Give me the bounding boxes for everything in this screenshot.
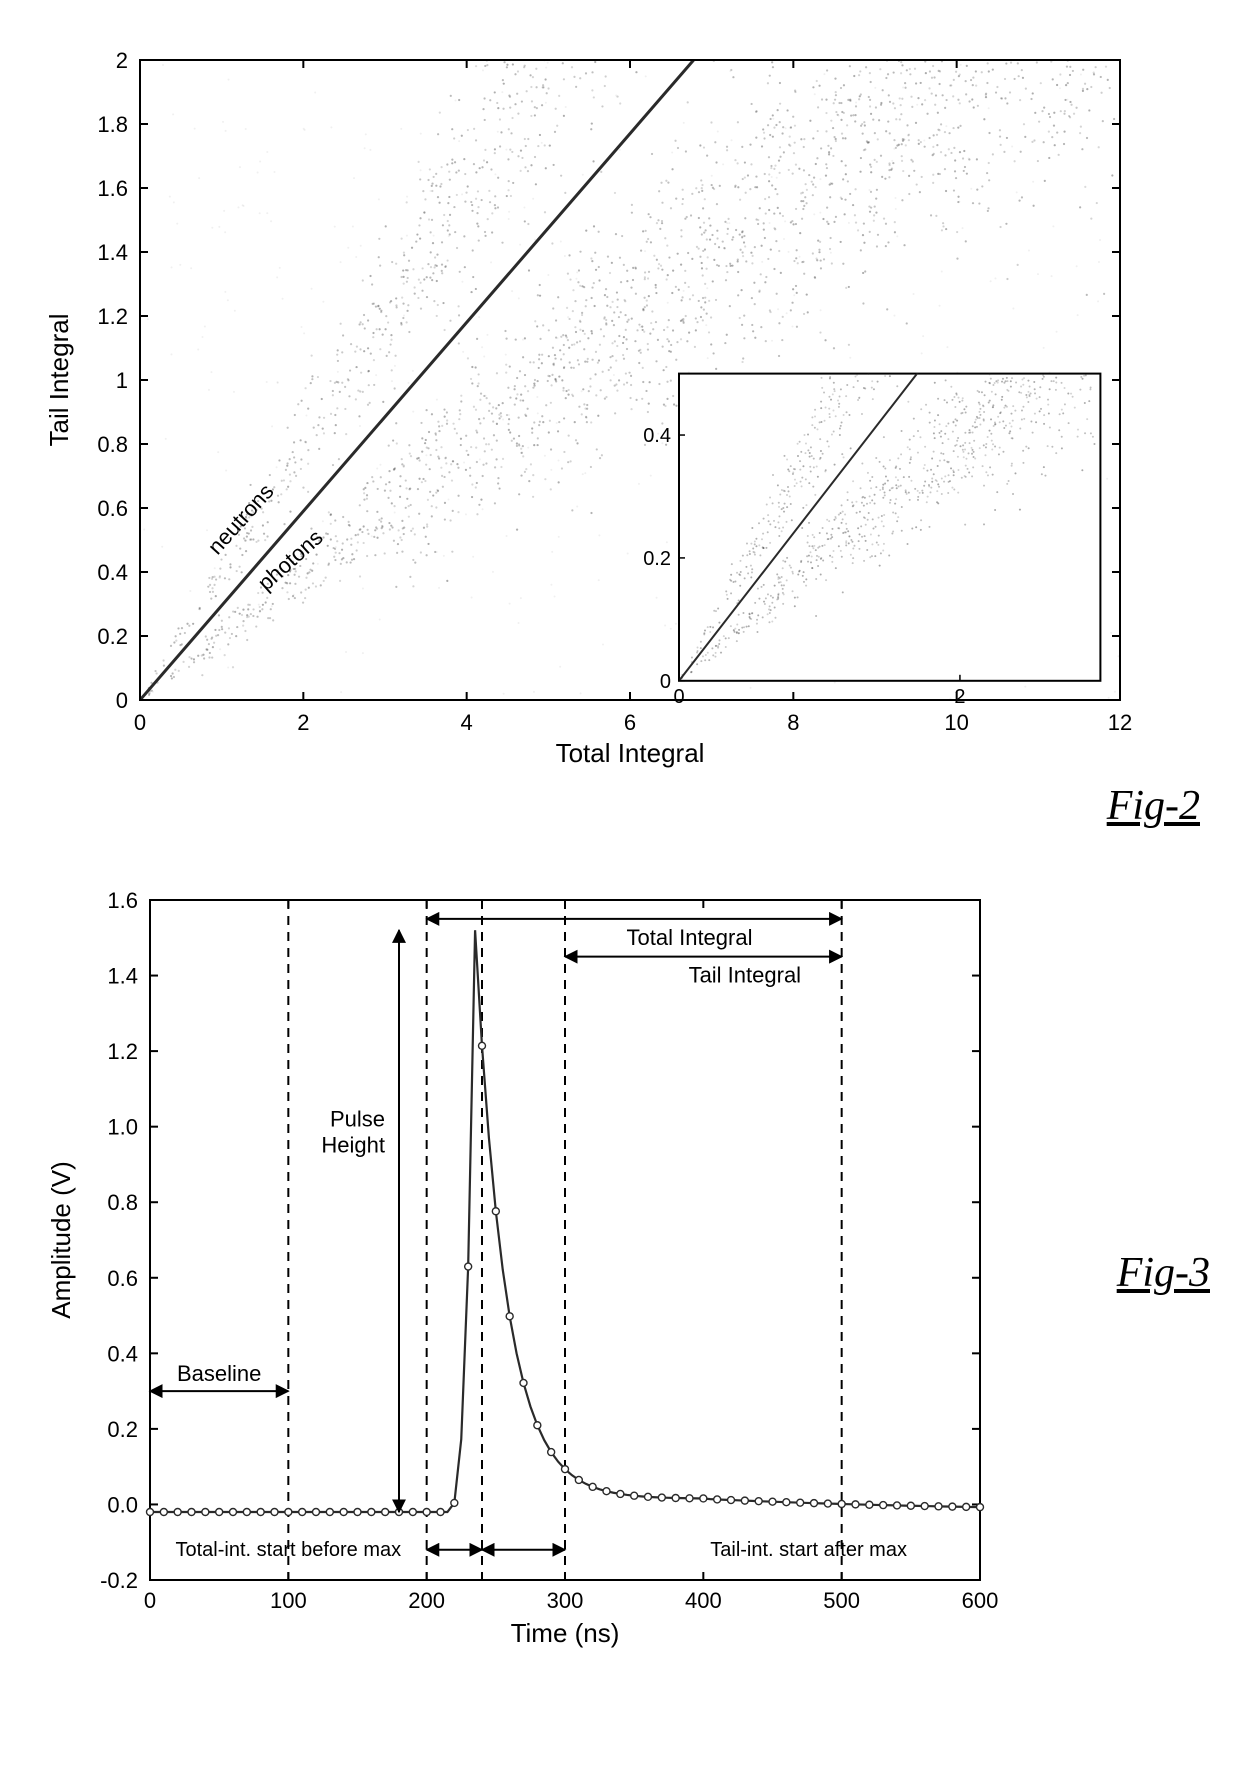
- svg-text:0.4: 0.4: [107, 1341, 138, 1366]
- svg-text:400: 400: [685, 1588, 722, 1613]
- svg-text:1.8: 1.8: [97, 112, 128, 137]
- svg-text:4: 4: [461, 710, 473, 735]
- svg-text:1.2: 1.2: [107, 1039, 138, 1064]
- svg-text:0: 0: [134, 710, 146, 735]
- svg-text:200: 200: [408, 1588, 445, 1613]
- svg-text:0.8: 0.8: [97, 432, 128, 457]
- fig2-caption: Fig-2: [1107, 782, 1200, 830]
- svg-text:-0.2: -0.2: [100, 1568, 138, 1593]
- svg-text:0.4: 0.4: [97, 560, 128, 585]
- svg-text:Total Integral: Total Integral: [556, 738, 705, 768]
- svg-text:Tail Integral: Tail Integral: [689, 963, 802, 988]
- svg-text:Amplitude (V): Amplitude (V): [46, 1161, 76, 1319]
- svg-text:neutrons: neutrons: [203, 479, 279, 559]
- svg-text:Time (ns): Time (ns): [511, 1618, 620, 1648]
- svg-text:2: 2: [954, 686, 965, 708]
- svg-text:0: 0: [660, 671, 671, 693]
- fig2-svg: 0 2 4 6 8 10 12 0 0.2 0.4 0.6 0.8 1 1.2 1.4 1.6 1.8 2 Tota…: [40, 40, 1140, 780]
- svg-text:0.2: 0.2: [97, 624, 128, 649]
- svg-text:300: 300: [547, 1588, 584, 1613]
- svg-text:0: 0: [673, 686, 684, 708]
- svg-text:0.6: 0.6: [97, 496, 128, 521]
- svg-text:2: 2: [116, 48, 128, 73]
- svg-text:12: 12: [1108, 710, 1132, 735]
- svg-text:0: 0: [116, 688, 128, 713]
- svg-text:Baseline: Baseline: [177, 1361, 261, 1386]
- fig3-chart: 0 100 200 300 400 500 600 -0.2 0.0 0.2 0.4 0.6 0.8 1.…: [40, 880, 1000, 1660]
- svg-text:Total-int. start before max: Total-int. start before max: [176, 1539, 402, 1561]
- figure-3-block: 0 100 200 300 400 500 600 -0.2 0.0 0.2 0.4 0.6 0.8 1.…: [40, 880, 1200, 1665]
- svg-text:0.4: 0.4: [643, 425, 671, 447]
- svg-text:0.6: 0.6: [107, 1266, 138, 1291]
- svg-text:1.2: 1.2: [97, 304, 128, 329]
- fig2-chart: 0 2 4 6 8 10 12 0 0.2 0.4 0.6 0.8 1 1.2 1.4 1.6 1.8 2 Tota…: [40, 40, 1200, 780]
- svg-text:0.2: 0.2: [107, 1417, 138, 1442]
- svg-text:6: 6: [624, 710, 636, 735]
- svg-text:600: 600: [962, 1588, 999, 1613]
- fig3-caption: Fig-3: [1117, 1249, 1210, 1297]
- svg-text:1.0: 1.0: [107, 1115, 138, 1140]
- svg-text:8: 8: [787, 710, 799, 735]
- svg-text:1: 1: [116, 368, 128, 393]
- svg-text:Tail-int. start after max: Tail-int. start after max: [710, 1539, 907, 1561]
- svg-text:0.2: 0.2: [643, 548, 671, 570]
- svg-text:1.4: 1.4: [97, 240, 128, 265]
- fig3-svg: 0 100 200 300 400 500 600 -0.2 0.0 0.2 0.4 0.6 0.8 1.…: [40, 880, 1000, 1660]
- svg-text:0.8: 0.8: [107, 1190, 138, 1215]
- svg-text:Pulse: Pulse: [330, 1107, 385, 1132]
- svg-text:Height: Height: [321, 1133, 385, 1158]
- svg-text:100: 100: [270, 1588, 307, 1613]
- svg-text:photons: photons: [253, 525, 328, 596]
- svg-text:0: 0: [144, 1588, 156, 1613]
- svg-text:10: 10: [944, 710, 968, 735]
- svg-text:500: 500: [823, 1588, 860, 1613]
- svg-text:0.0: 0.0: [107, 1492, 138, 1517]
- svg-text:1.4: 1.4: [107, 964, 138, 989]
- svg-text:Tail Integral: Tail Integral: [44, 314, 74, 447]
- svg-text:2: 2: [297, 710, 309, 735]
- svg-text:1.6: 1.6: [107, 888, 138, 913]
- figure-2-block: 0 2 4 6 8 10 12 0 0.2 0.4 0.6 0.8 1 1.2 1.4 1.6 1.8 2 Tota…: [40, 40, 1200, 780]
- svg-text:Total Integral: Total Integral: [627, 925, 753, 950]
- svg-text:1.6: 1.6: [97, 176, 128, 201]
